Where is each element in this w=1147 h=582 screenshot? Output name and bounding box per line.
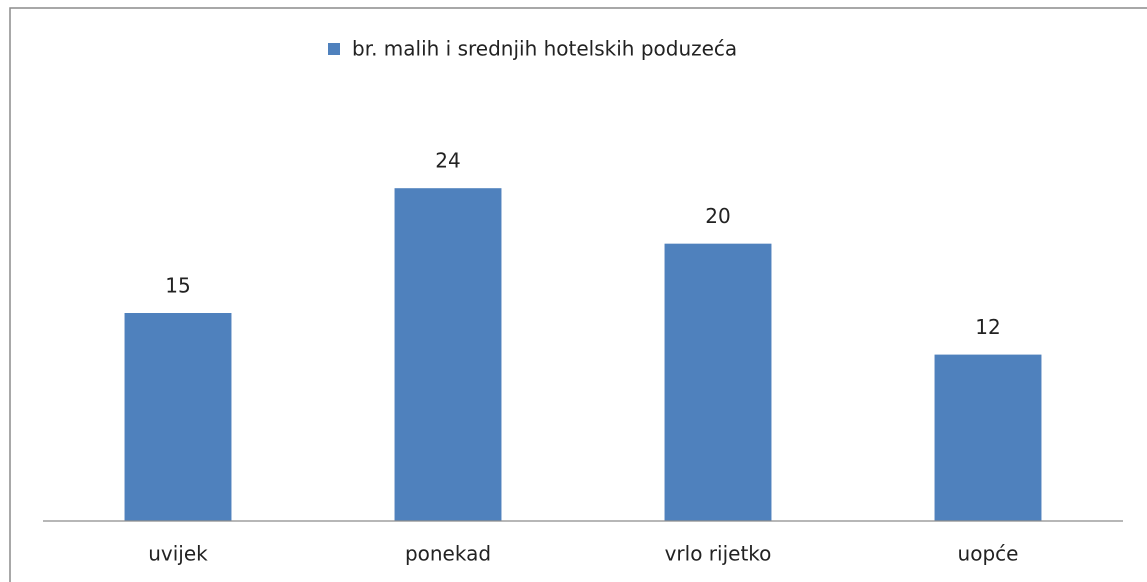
bar: [934, 354, 1042, 521]
bar: [664, 243, 772, 521]
x-tick-label: ponekad: [405, 542, 491, 566]
data-label: 12: [975, 315, 1000, 339]
data-label: 24: [435, 149, 460, 173]
bar: [394, 188, 502, 521]
x-tick-label: uopće: [958, 542, 1019, 566]
bar: [124, 313, 232, 521]
legend-swatch: [328, 43, 340, 55]
x-tick-label: vrlo rijetko: [665, 542, 772, 566]
legend-label: br. malih i srednjih hotelskih poduzeća: [352, 37, 737, 61]
data-label: 15: [165, 274, 190, 298]
data-label: 20: [705, 204, 730, 228]
x-tick-label: uvijek: [148, 542, 208, 566]
